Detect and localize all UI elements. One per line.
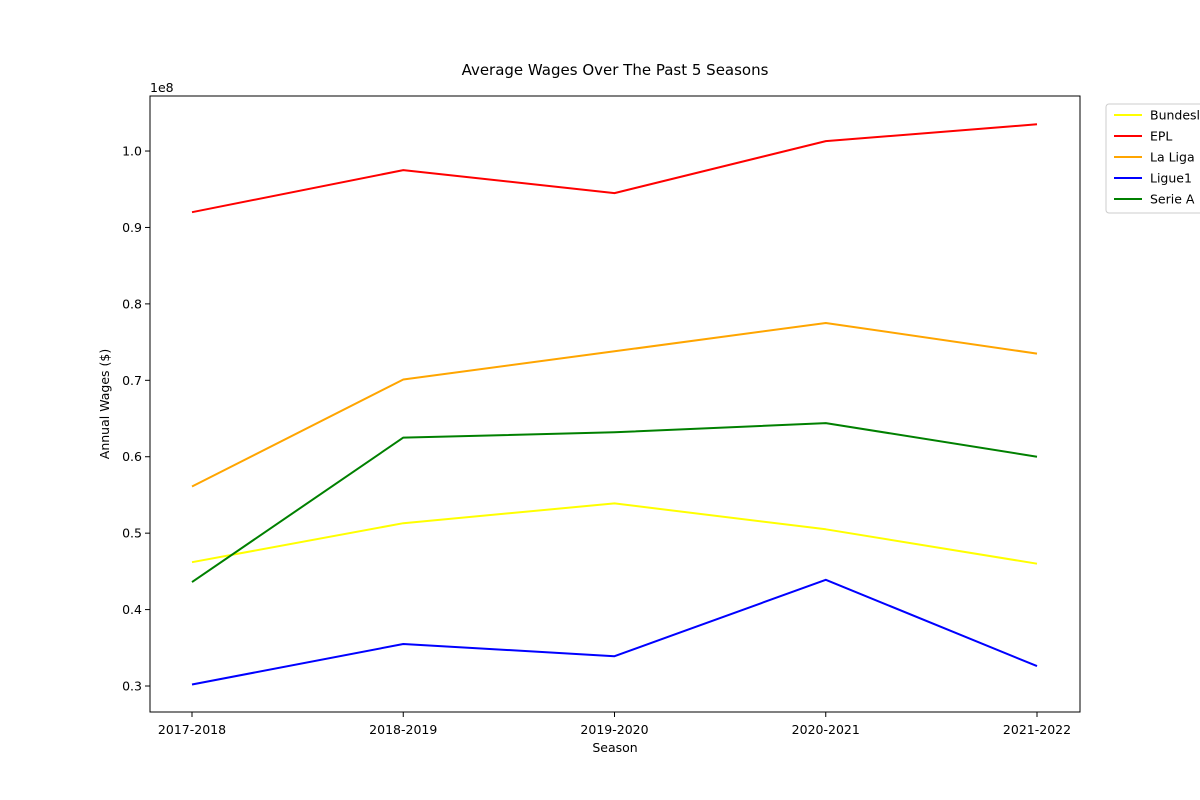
x-tick-label: 2020-2021	[792, 722, 860, 737]
y-tick-label: 0.4	[122, 602, 142, 617]
x-axis-label: Season	[592, 740, 637, 755]
y-tick-label: 0.3	[122, 679, 142, 694]
y-tick-label: 0.6	[122, 449, 142, 464]
series-line-ligue1	[191, 578, 1038, 686]
series-line-bundesliga	[191, 502, 1038, 565]
legend-label: La Liga	[1150, 150, 1195, 165]
y-tick-label: 0.5	[122, 526, 142, 541]
x-tick-label: 2019-2020	[580, 722, 648, 737]
y-tick-label: 0.8	[122, 296, 142, 311]
x-axis-ticks: 2017-2018 2018-2019 2019-2020 2020-2021 2021…	[158, 712, 1071, 737]
series-line-epl	[191, 123, 1038, 214]
y-tick-label: 0.9	[122, 220, 142, 235]
series-line-serie-a	[191, 422, 1038, 583]
chart-title: Average Wages Over The Past 5 Seasons	[462, 61, 769, 79]
plot-frame	[149, 95, 1081, 713]
y-tick-label: 0.7	[122, 373, 142, 388]
legend: Bundesliga EPL La Liga Ligue1 Serie A	[1105, 103, 1200, 214]
legend-box	[1105, 103, 1200, 214]
y-axis-label: Annual Wages ($)	[97, 349, 112, 459]
x-tick-label: 2021-2022	[1003, 722, 1071, 737]
x-tick-label: 2018-2019	[369, 722, 437, 737]
y-offset-label: 1e8	[150, 80, 174, 95]
y-axis-ticks: 0.3 0.4 0.5 0.6 0.7 0.8 0.9 1.0	[122, 144, 150, 694]
legend-label: Serie A	[1150, 192, 1195, 207]
y-tick-label: 1.0	[122, 144, 142, 159]
x-tick-label: 2017-2018	[158, 722, 226, 737]
legend-label: Ligue1	[1150, 171, 1192, 186]
legend-label: EPL	[1150, 129, 1172, 144]
series-line-la-liga	[191, 322, 1038, 488]
legend-label: Bundesliga	[1150, 108, 1200, 123]
plot-lines	[191, 123, 1038, 686]
